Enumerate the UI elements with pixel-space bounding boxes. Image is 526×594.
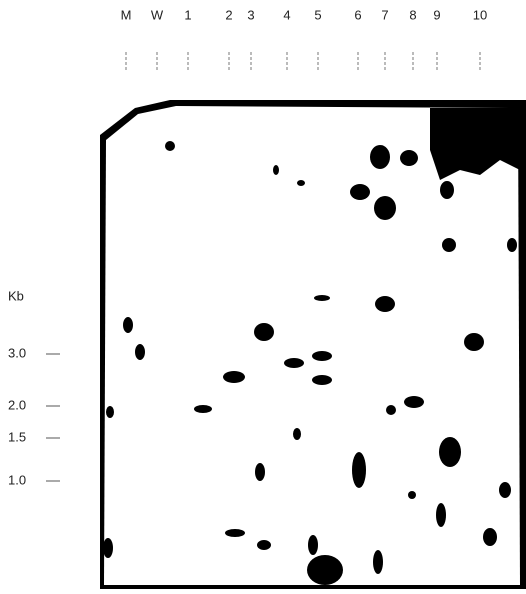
lane-label: 6 — [354, 7, 361, 22]
size-marker-label: 1.0 — [8, 472, 26, 487]
size-marker-label: 1.5 — [8, 429, 26, 444]
gel — [100, 100, 526, 589]
gel-surface — [104, 106, 520, 585]
size-unit: Kb — [8, 288, 24, 303]
lane-label: 5 — [314, 7, 321, 22]
size-marker-label: 2.0 — [8, 397, 26, 412]
lane-label: M — [121, 7, 132, 22]
lane-label: 9 — [433, 7, 440, 22]
lane-label: W — [151, 7, 164, 22]
lane-label: 7 — [381, 7, 388, 22]
gel-figure: MW12345678910Kb3.02.01.51.0 — [0, 0, 526, 589]
lane-label: 2 — [225, 7, 232, 22]
lane-label: 3 — [247, 7, 254, 22]
size-marker-label: 3.0 — [8, 345, 26, 360]
lane-label: 10 — [473, 7, 487, 22]
lane-label: 4 — [283, 7, 290, 22]
lane-label: 1 — [184, 7, 191, 22]
lane-label: 8 — [409, 7, 416, 22]
